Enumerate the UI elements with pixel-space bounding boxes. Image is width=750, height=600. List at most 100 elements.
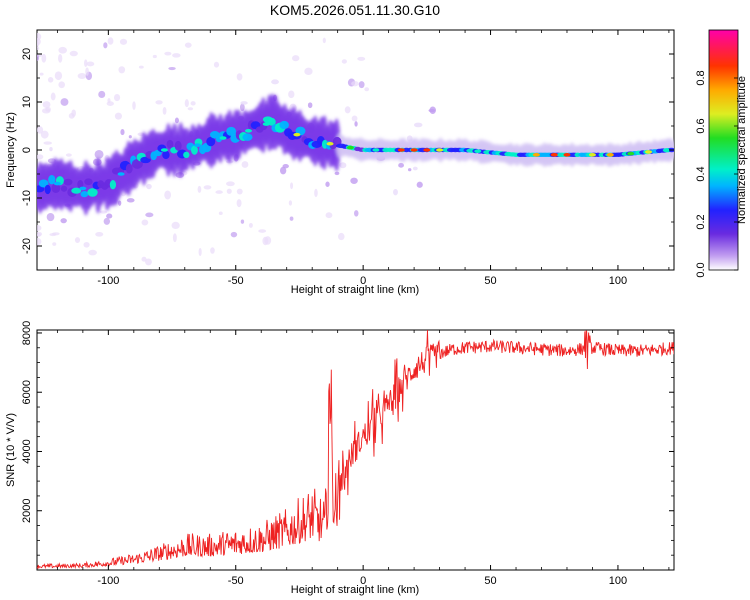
noise-blob bbox=[339, 162, 347, 169]
noise-blob bbox=[42, 101, 51, 109]
noise-blob bbox=[114, 112, 122, 120]
noise-blob bbox=[168, 66, 176, 71]
snr-y-label: SNR (10 * V/V) bbox=[5, 413, 17, 487]
spectral-blob bbox=[48, 175, 56, 185]
spectral-blob bbox=[191, 145, 198, 155]
noise-blob bbox=[325, 181, 330, 187]
noise-blob bbox=[226, 188, 232, 194]
spectral-peak bbox=[326, 141, 334, 146]
y-tick-label: -20 bbox=[21, 238, 33, 254]
spectral-peak bbox=[563, 153, 571, 157]
noise-blob bbox=[152, 54, 157, 59]
x-tick-label: 50 bbox=[484, 575, 496, 587]
noise-blob bbox=[83, 241, 90, 248]
colorbar-tick-label: 0.0 bbox=[695, 262, 707, 277]
colorbar-tick-label: 0.2 bbox=[695, 214, 707, 229]
noise-blob bbox=[120, 129, 125, 136]
spectral-peak bbox=[346, 145, 354, 150]
noise-blob bbox=[279, 166, 287, 175]
x-tick-label: 0 bbox=[360, 275, 366, 287]
noise-blob bbox=[307, 102, 313, 109]
x-tick-label: -100 bbox=[97, 275, 119, 287]
noise-blob bbox=[350, 177, 358, 184]
snr-series-line bbox=[37, 330, 674, 570]
spectral-peak bbox=[262, 122, 270, 126]
noise-blob bbox=[213, 61, 220, 68]
noise-blob bbox=[74, 237, 81, 243]
noise-blob bbox=[304, 67, 313, 76]
noise-blob bbox=[43, 141, 52, 145]
noise-blob bbox=[215, 190, 223, 194]
colorbar-gradient bbox=[708, 29, 739, 271]
spectral-blob bbox=[60, 185, 68, 192]
noise-blob bbox=[138, 65, 144, 69]
noise-blob bbox=[197, 185, 202, 193]
noise-blob bbox=[37, 37, 41, 46]
x-tick-label: 100 bbox=[609, 275, 627, 287]
spectral-blob bbox=[162, 150, 170, 160]
noise-blob bbox=[226, 181, 235, 187]
y-tick-label: 6000 bbox=[21, 380, 33, 404]
noise-blob bbox=[393, 188, 398, 196]
noise-blob bbox=[407, 168, 412, 172]
noise-blob bbox=[171, 221, 180, 230]
spectral-blob bbox=[77, 180, 84, 189]
colorbar-ticks: 0.0 0.2 0.4 0.6 0.8 bbox=[695, 70, 738, 278]
colorbar-label: Normalized spectral amplitude bbox=[736, 76, 748, 224]
noise-blob bbox=[230, 231, 238, 238]
noise-blob bbox=[106, 213, 113, 219]
noise-blob bbox=[52, 242, 57, 246]
spectral-peak bbox=[194, 143, 202, 147]
noise-blob bbox=[354, 210, 359, 217]
noise-blob bbox=[107, 98, 111, 104]
noise-blob bbox=[50, 92, 56, 101]
y-tick-label: 0 bbox=[21, 147, 33, 153]
snr-x-label: Height of straight line (km) bbox=[291, 584, 419, 596]
noise-blob bbox=[172, 53, 181, 58]
noise-blob bbox=[236, 73, 243, 81]
spectral-blob bbox=[166, 139, 174, 149]
noise-blob bbox=[118, 66, 126, 74]
noise-blob bbox=[119, 38, 128, 45]
x-tick-label: -50 bbox=[228, 575, 244, 587]
y-tick-label: 2000 bbox=[21, 498, 33, 522]
spectral-blob bbox=[206, 136, 216, 147]
spectral-blob bbox=[44, 184, 51, 195]
noise-blob bbox=[41, 53, 47, 63]
spectral-peak bbox=[117, 172, 125, 176]
noise-blob bbox=[65, 153, 72, 157]
noise-blob bbox=[354, 121, 358, 127]
y-tick-label: -10 bbox=[21, 190, 33, 206]
y-tick-label: 8000 bbox=[21, 321, 33, 345]
noise-blob bbox=[187, 107, 194, 111]
noise-blob bbox=[162, 107, 167, 115]
noise-blob bbox=[291, 55, 300, 62]
noise-blob bbox=[58, 46, 67, 54]
noise-blob bbox=[334, 171, 340, 176]
noise-blob bbox=[413, 122, 423, 128]
y-tick-label: 4000 bbox=[21, 439, 33, 463]
noise-blob bbox=[98, 90, 106, 99]
noise-blob bbox=[190, 101, 196, 106]
noise-blob bbox=[258, 229, 267, 233]
noise-blob bbox=[77, 73, 87, 79]
x-tick-label: -50 bbox=[228, 275, 244, 287]
noise-blob bbox=[174, 117, 179, 124]
spectrogram-x-ticks: -100 -50 0 50 100 bbox=[56, 30, 670, 287]
spectral-peak bbox=[532, 153, 540, 157]
noise-blob bbox=[60, 98, 69, 106]
noise-blob bbox=[184, 99, 189, 108]
spectral-peak bbox=[588, 153, 596, 157]
noise-blob bbox=[141, 219, 149, 226]
noise-blob bbox=[164, 190, 172, 200]
noise-blob bbox=[203, 185, 212, 190]
spectral-blob bbox=[63, 178, 73, 186]
noise-blob bbox=[164, 51, 172, 56]
spectral-peak bbox=[372, 148, 380, 152]
snr-x-ticks: -100 -50 0 50 100 bbox=[56, 330, 670, 587]
noise-blob bbox=[86, 61, 95, 67]
noise-blob bbox=[398, 162, 404, 168]
spectral-blob bbox=[84, 178, 93, 186]
noise-blob bbox=[95, 231, 104, 237]
